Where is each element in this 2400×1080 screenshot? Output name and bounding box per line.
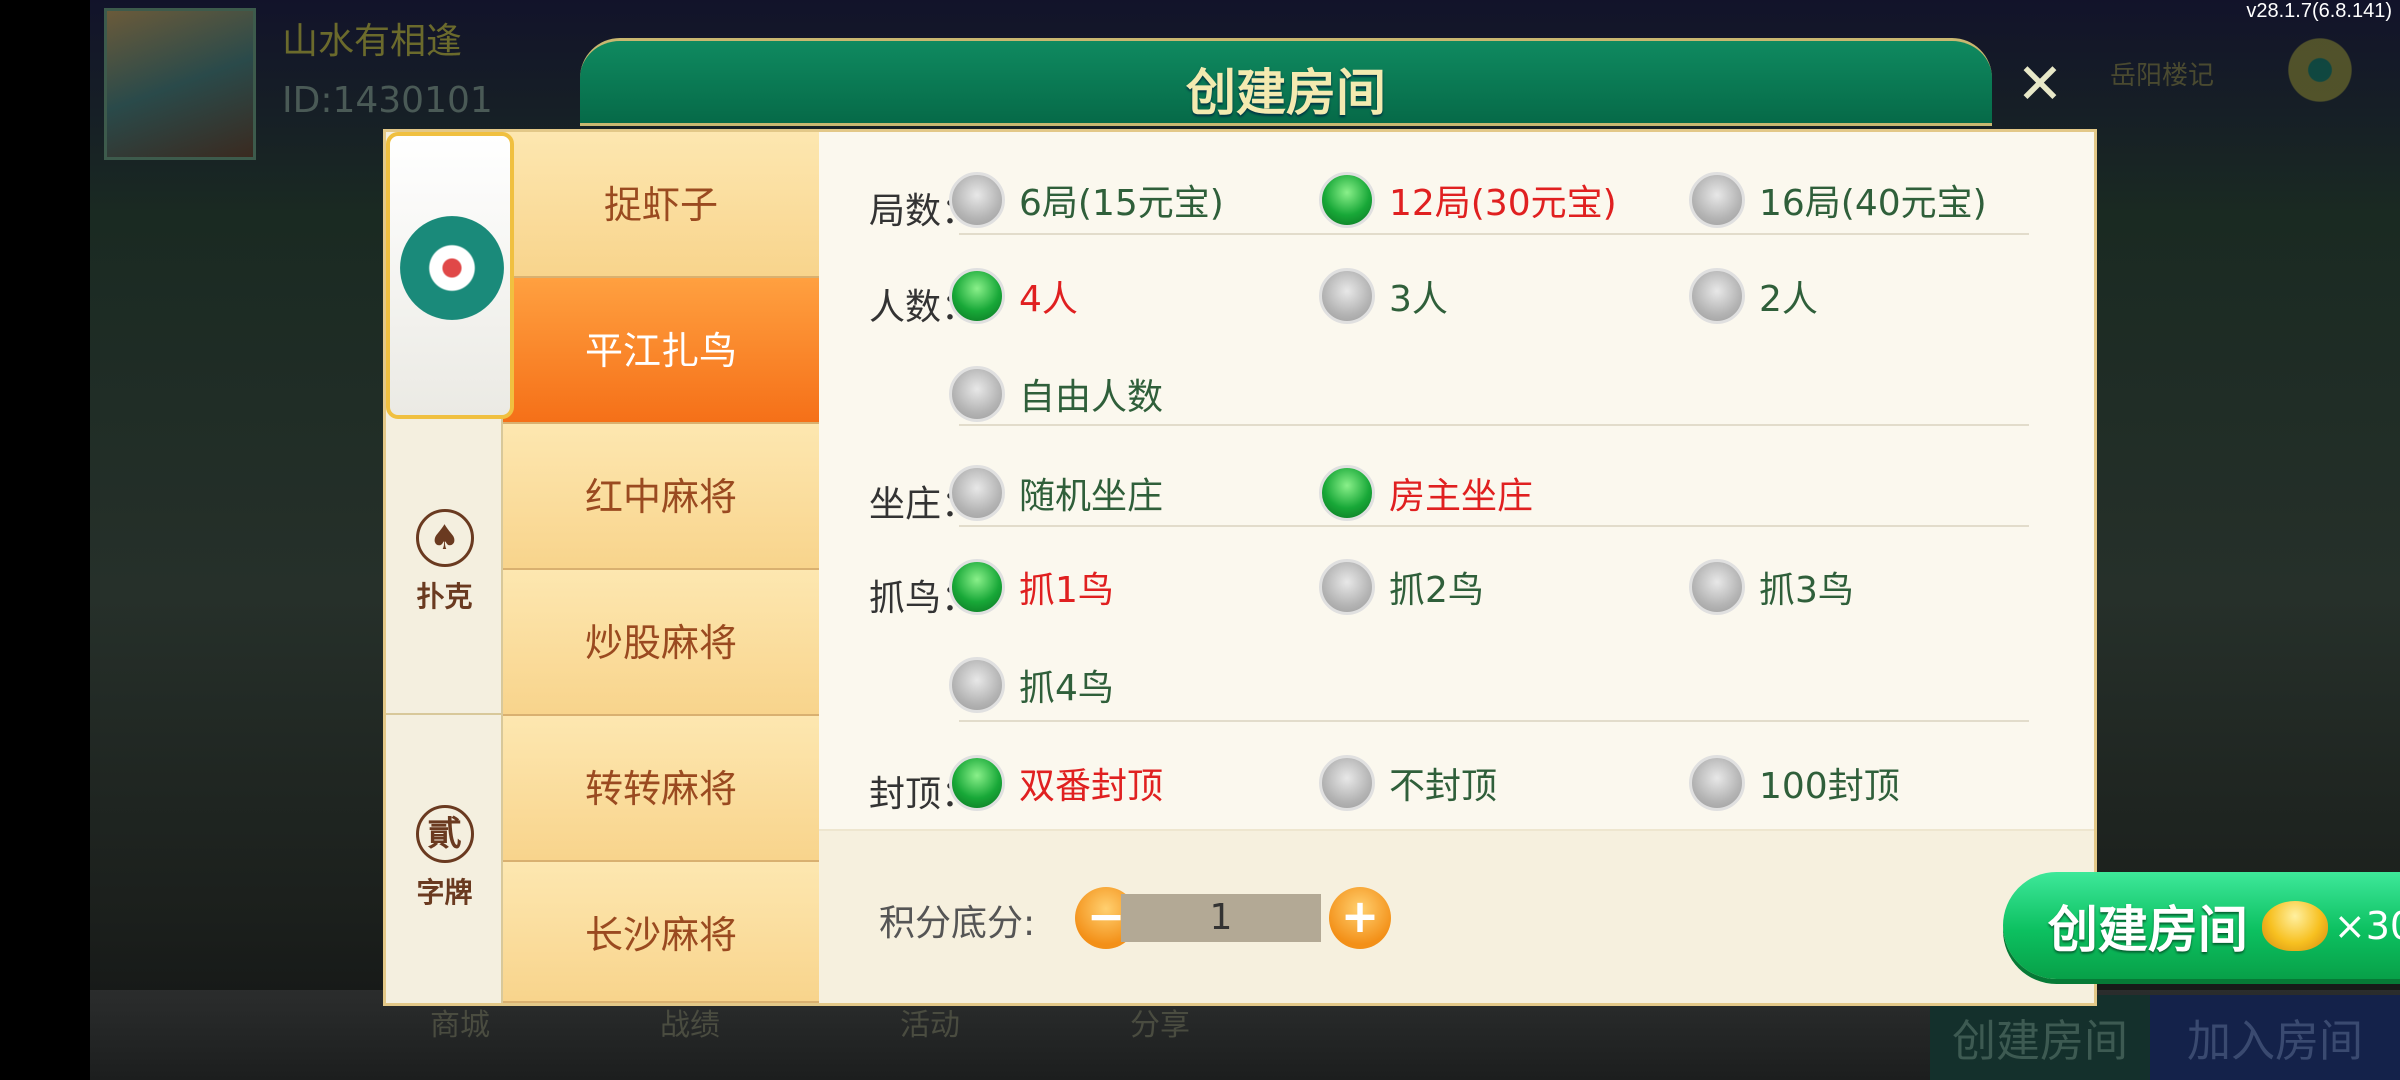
radio-option[interactable]: 100封顶 — [1689, 755, 1900, 811]
radio-label: 随机坐庄 — [1019, 476, 1164, 517]
radio-option[interactable]: 房主坐庄 — [1319, 465, 1533, 521]
radio-button[interactable] — [1319, 172, 1375, 228]
radio-button[interactable] — [1319, 268, 1375, 324]
game-item[interactable]: 炒股麻将 — [503, 570, 819, 716]
mahjong-logo-icon — [400, 216, 504, 320]
divider — [959, 525, 2029, 527]
radio-label: 抓1鸟 — [1019, 570, 1114, 611]
radio-label: 12局(30元宝) — [1389, 183, 1617, 224]
radio-button[interactable] — [949, 657, 1005, 713]
divider — [959, 424, 2029, 426]
create-room-button[interactable]: 创建房间 ×30 — [2003, 872, 2400, 979]
radio-label: 房主坐庄 — [1389, 476, 1534, 517]
user-name: 山水有相逢 — [282, 21, 463, 62]
bottom-item-record[interactable]: 战绩 — [660, 1008, 720, 1043]
radio-button[interactable] — [1689, 559, 1745, 615]
category-poker[interactable]: ♠ 扑克 — [386, 419, 503, 715]
game-item[interactable]: 长沙麻将 — [503, 862, 819, 1003]
radio-option[interactable]: 16局(40元宝) — [1689, 172, 1987, 228]
left-edge — [0, 0, 90, 1080]
radio-button[interactable] — [949, 268, 1005, 324]
radio-label: 4人 — [1019, 279, 1078, 320]
game-item[interactable]: 捉虾子 — [503, 132, 819, 278]
radio-option[interactable]: 4人 — [949, 268, 1078, 324]
game-item[interactable]: 红中麻将 — [503, 424, 819, 570]
create-room-panel: ♠ 扑克 貳 字牌 捉虾子 平江扎鸟 红中麻将 炒股麻将 转转麻将 长沙麻将 局… — [383, 129, 2400, 1006]
radio-button[interactable] — [1319, 559, 1375, 615]
score-field[interactable]: 1 — [1121, 894, 1321, 942]
radio-option[interactable]: 抓4鸟 — [949, 657, 1114, 713]
avatar[interactable] — [104, 8, 256, 160]
options-area: 局数： 6局(15元宝) 12局(30元宝) 16局(40元宝) 人数： 4人 3人 2人 自由… — [819, 132, 2400, 1003]
gear-icon[interactable] — [2280, 30, 2360, 110]
radio-button[interactable] — [949, 172, 1005, 228]
bg-join-room-button[interactable]: 加入房间 — [2150, 995, 2400, 1080]
category-zipai[interactable]: 貳 字牌 — [386, 715, 503, 1003]
category-mahjong[interactable] — [386, 132, 514, 419]
radio-option[interactable]: 抓1鸟 — [949, 559, 1114, 615]
bottom-item-share[interactable]: 分享 — [1130, 1008, 1190, 1043]
radio-button[interactable] — [1319, 755, 1375, 811]
divider — [959, 233, 2029, 235]
radio-option[interactable]: 抓3鸟 — [1689, 559, 1854, 615]
divider — [959, 720, 2029, 722]
radio-label: 100封顶 — [1759, 766, 1900, 807]
gold-ingot-icon — [2261, 900, 2328, 951]
bottom-section: 积分底分:−1+创建房间×30 — [819, 829, 2400, 1003]
radio-label: 抓3鸟 — [1759, 570, 1854, 611]
radio-option[interactable]: 随机坐庄 — [949, 465, 1163, 521]
dialog-title: 创建房间 — [1186, 64, 1386, 122]
er-character-icon: 貳 — [415, 805, 474, 863]
radio-button[interactable] — [949, 755, 1005, 811]
close-icon[interactable]: ✕ — [2016, 52, 2064, 117]
radio-label: 2人 — [1759, 279, 1818, 320]
radio-button[interactable] — [949, 559, 1005, 615]
radio-option[interactable]: 12局(30元宝) — [1319, 172, 1617, 228]
radio-option[interactable]: 自由人数 — [949, 366, 1163, 422]
radio-button[interactable] — [1689, 268, 1745, 324]
spade-icon: ♠ — [415, 509, 474, 567]
category-column: ♠ 扑克 貳 字牌 — [386, 132, 514, 1003]
radio-label: 不封顶 — [1389, 766, 1498, 807]
bottom-item-activity[interactable]: 活动 — [900, 1008, 960, 1043]
radio-option[interactable]: 2人 — [1689, 268, 1818, 324]
radio-button[interactable] — [949, 465, 1005, 521]
radio-option[interactable]: 双番封顶 — [949, 755, 1163, 811]
bg-create-room-button[interactable]: 创建房间 — [1930, 995, 2150, 1080]
radio-label: 抓2鸟 — [1389, 570, 1484, 611]
game-item-selected[interactable]: 平江扎鸟 — [503, 278, 819, 424]
game-item[interactable]: 转转麻将 — [503, 716, 819, 862]
radio-button[interactable] — [1689, 172, 1745, 228]
dialog-header: 创建房间 — [580, 38, 1992, 126]
radio-option[interactable]: 6局(15元宝) — [949, 172, 1224, 228]
radio-button[interactable] — [949, 366, 1005, 422]
radio-label: 16局(40元宝) — [1759, 183, 1987, 224]
radio-label: 自由人数 — [1019, 377, 1164, 418]
plus-button[interactable]: + — [1329, 887, 1391, 949]
category-label: 扑克 — [416, 580, 473, 613]
game-list: 捉虾子 平江扎鸟 红中麻将 炒股麻将 转转麻将 长沙麻将 — [503, 132, 819, 1003]
user-id: ID:1430101 — [282, 80, 493, 121]
radio-button[interactable] — [1319, 465, 1375, 521]
radio-label: 双番封顶 — [1019, 766, 1164, 807]
radio-button[interactable] — [1689, 755, 1745, 811]
create-room-label: 创建房间 — [2047, 900, 2248, 959]
radio-label: 6局(15元宝) — [1019, 183, 1224, 224]
version-text: v28.1.7(6.8.141) — [2246, 0, 2392, 22]
radio-option[interactable]: 不封顶 — [1319, 755, 1497, 811]
radio-option[interactable]: 抓2鸟 — [1319, 559, 1484, 615]
radio-label: 抓4鸟 — [1019, 668, 1114, 709]
bottom-item-shop[interactable]: 商城 — [430, 1008, 490, 1043]
category-label: 字牌 — [416, 876, 473, 909]
cost-text: ×30 — [2333, 903, 2400, 948]
radio-label: 3人 — [1389, 279, 1448, 320]
score-label: 积分底分: — [879, 903, 1036, 944]
radio-option[interactable]: 3人 — [1319, 268, 1448, 324]
location-name: 岳阳楼记 — [2110, 61, 2215, 91]
